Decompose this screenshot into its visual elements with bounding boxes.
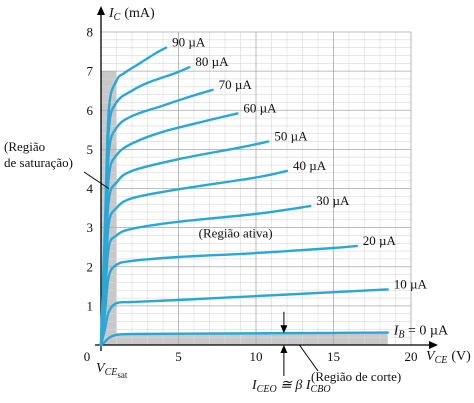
y-tick-label: 7 <box>87 64 94 79</box>
curve-label-5: 50 µA <box>274 129 308 144</box>
curve-label-4: 40 µA <box>293 158 327 173</box>
x-tick-label: 15 <box>327 349 340 364</box>
vcesat-label-main: V <box>96 361 106 376</box>
x-tick-labels: 0 5 10 15 20 <box>84 349 418 364</box>
saturation-label-line2: de saturação) <box>4 155 73 170</box>
x-tick-label: 0 <box>84 349 91 364</box>
y-tick-labels: 1 2 3 4 5 6 7 8 <box>87 25 94 314</box>
curve-label-2: 20 µA <box>363 233 397 248</box>
x-tick-label: 5 <box>175 349 182 364</box>
vcesat-label-sub2: sat <box>117 370 127 380</box>
curves <box>99 46 389 347</box>
curve-label-6: 60 µA <box>243 100 277 115</box>
iceo-arrowhead-bottom <box>280 345 288 353</box>
x-axis-label-main: V <box>426 349 436 364</box>
y-tick-label: 5 <box>87 142 94 157</box>
y-axis-arrow <box>97 6 105 15</box>
saturation-pointer-line <box>83 171 110 189</box>
curve-label-9: 90 µA <box>172 35 206 50</box>
x-axis-arrow <box>429 341 438 349</box>
iceo-label-main: I <box>251 378 258 393</box>
x-axis-label-sub: CE <box>435 355 448 366</box>
curve-label-7: 70 µA <box>219 77 253 92</box>
y-tick-label: 6 <box>87 103 94 118</box>
curve-label-8: 80 µA <box>195 54 229 69</box>
y-axis-label-sub: C <box>114 12 121 23</box>
iceo-label-sub: CEO <box>257 384 277 395</box>
y-tick-label: 8 <box>87 25 94 40</box>
saturation-label-line1: (Região <box>4 139 45 154</box>
curve-label-rest: = 0 µA <box>405 323 449 338</box>
curve-label-1: 10 µA <box>394 276 428 291</box>
cutoff-region-label: (Região de corte) <box>311 369 401 384</box>
curve-labels: IB = 0 µA 10 µA 20 µA 30 µA 40 µA 50 µA 60 µA 7… <box>172 35 449 341</box>
curve-label-main: I <box>393 323 400 338</box>
curve-line-2 <box>99 244 358 347</box>
curve-label-3: 30 µA <box>316 193 350 208</box>
cutoff-pointer-line <box>298 344 319 372</box>
x-tick-label: 10 <box>250 349 263 364</box>
icbo-label-sub: CBO <box>311 384 331 395</box>
y-tick-label: 2 <box>87 259 94 274</box>
x-axis-label-unit: (V) <box>451 349 471 364</box>
x-axis-label: VCE (V) <box>426 349 471 366</box>
curve-label-0: IB = 0 µA <box>393 323 449 340</box>
y-tick-label: 3 <box>87 220 94 235</box>
y-axis-label: IC (mA) <box>108 6 155 23</box>
y-tick-label: 4 <box>87 181 94 196</box>
iceo-label: ICEO ≅ β ICBO <box>251 378 331 395</box>
cutoff-region-shade <box>101 333 388 345</box>
vcesat-label: VCEsat <box>96 361 128 380</box>
curve-line-0 <box>99 331 389 347</box>
iceo-arrowhead-top <box>280 325 288 334</box>
curve-label-sub: B <box>398 329 404 340</box>
x-tick-label: 20 <box>405 349 418 364</box>
iceo-label-mid: ≅ β I <box>277 378 312 393</box>
y-axis-label-unit: (mA) <box>124 6 155 21</box>
y-axis-label-main: I <box>108 6 115 21</box>
y-tick-label: 1 <box>87 298 94 313</box>
active-region-label: (Região ativa) <box>199 225 273 240</box>
curve-line-9 <box>99 46 168 347</box>
vcesat-label-sub1: CE <box>105 367 118 378</box>
curve-line-7 <box>99 88 214 347</box>
curve-line-1 <box>99 288 389 347</box>
